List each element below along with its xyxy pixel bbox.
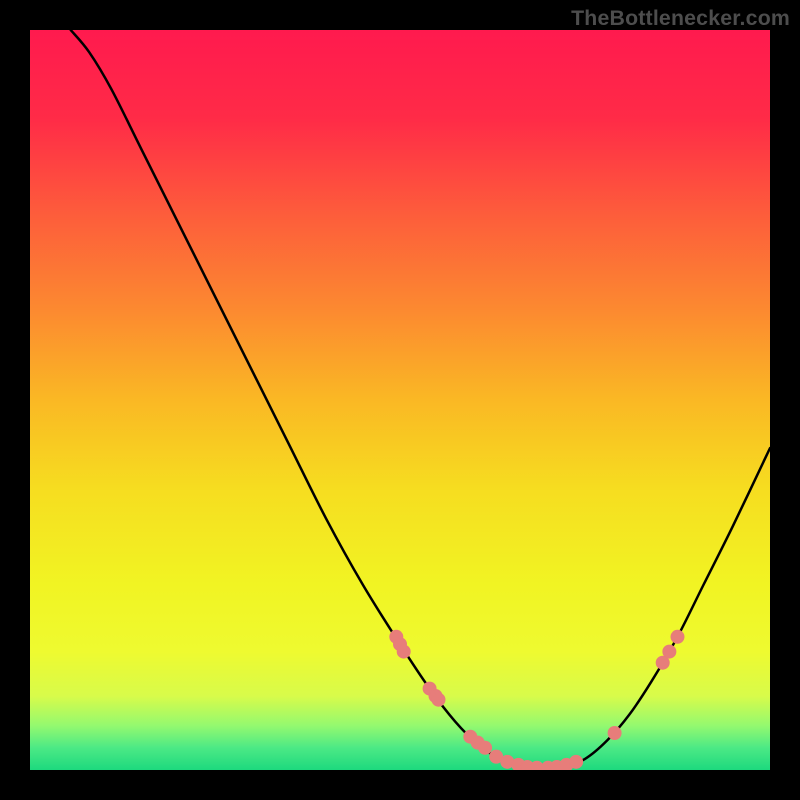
data-point: [671, 630, 684, 643]
data-point: [608, 727, 621, 740]
data-point: [663, 645, 676, 658]
data-point: [432, 693, 445, 706]
data-point: [570, 755, 583, 768]
chart-svg: [30, 30, 770, 770]
watermark-text: TheBottlenecker.com: [571, 6, 790, 31]
chart-stage: TheBottlenecker.com: [0, 0, 800, 800]
data-point: [397, 645, 410, 658]
plot-area: [30, 30, 770, 770]
data-point: [479, 741, 492, 754]
